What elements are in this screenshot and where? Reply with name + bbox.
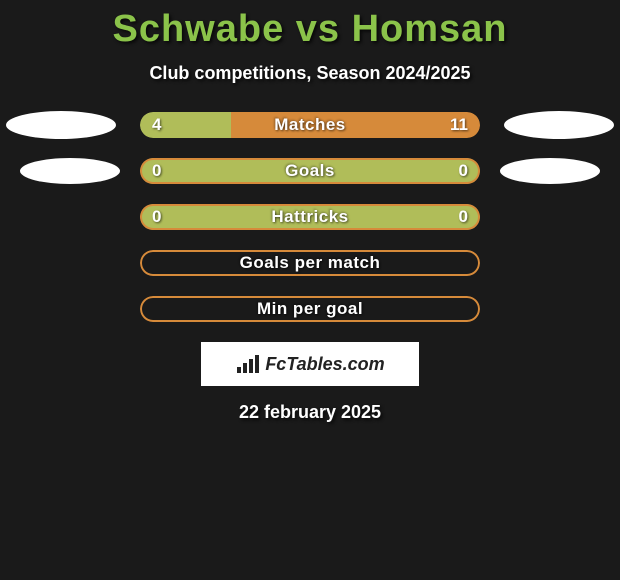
stat-label: Min per goal (140, 296, 480, 322)
stat-row-matches: 4 Matches 11 (0, 112, 620, 138)
logo-text: FcTables.com (265, 354, 384, 375)
stat-bar-goals: 0 Goals 0 (140, 158, 480, 184)
comparison-date: 22 february 2025 (0, 402, 620, 423)
logo-inner: FcTables.com (235, 353, 384, 375)
stat-label: Matches (140, 112, 480, 138)
stat-bar-min-per-goal: Min per goal (140, 296, 480, 322)
stat-row-min-per-goal: Min per goal (0, 296, 620, 322)
bar-chart-icon (235, 353, 261, 375)
stat-rows: 4 Matches 11 0 Goals 0 0 Hattricks 0 (0, 112, 620, 322)
stat-label: Goals per match (140, 250, 480, 276)
stat-bar-matches: 4 Matches 11 (140, 112, 480, 138)
stat-label: Hattricks (140, 204, 480, 230)
comparison-subtitle: Club competitions, Season 2024/2025 (0, 63, 620, 84)
source-logo: FcTables.com (201, 342, 419, 386)
stat-label: Goals (140, 158, 480, 184)
stat-bar-hattricks: 0 Hattricks 0 (140, 204, 480, 230)
stat-right-value: 0 (459, 158, 468, 184)
stat-row-goals: 0 Goals 0 (0, 158, 620, 184)
stat-right-value: 0 (459, 204, 468, 230)
stat-bar-goals-per-match: Goals per match (140, 250, 480, 276)
stat-row-hattricks: 0 Hattricks 0 (0, 204, 620, 230)
player-right-marker (500, 158, 600, 184)
stat-right-value: 11 (450, 112, 468, 138)
player-right-marker (504, 111, 614, 139)
player-left-marker (6, 111, 116, 139)
player-left-marker (20, 158, 120, 184)
stat-row-goals-per-match: Goals per match (0, 250, 620, 276)
comparison-title: Schwabe vs Homsan (0, 0, 620, 51)
